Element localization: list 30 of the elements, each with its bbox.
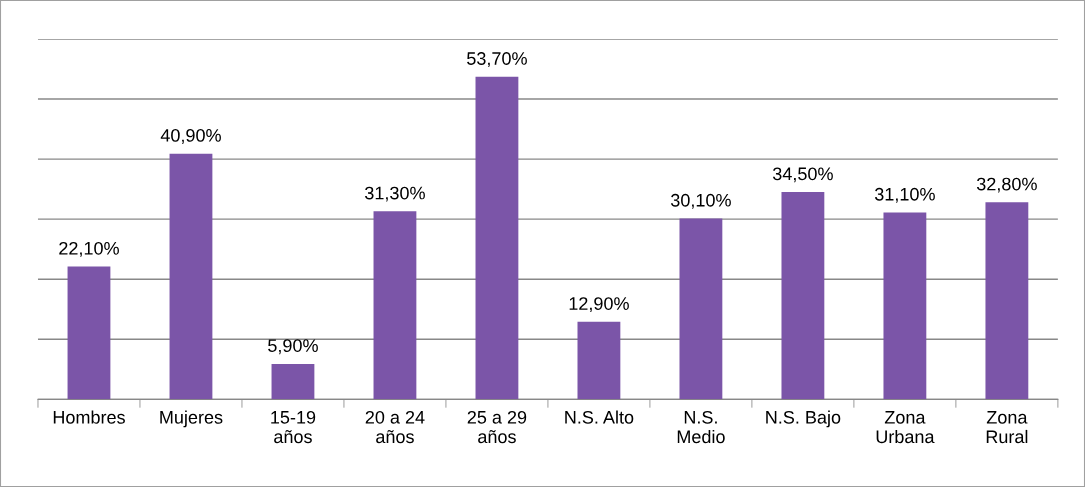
x-tick-label: N.S. Bajo	[766, 410, 841, 428]
data-label: 31,10%	[874, 187, 935, 203]
x-tick-label: Zona Urbana	[876, 411, 935, 444]
data-label: 22,10%	[59, 241, 119, 257]
bar	[373, 211, 417, 400]
x-tick-label: 25 a 29 años	[467, 410, 527, 444]
bar	[883, 212, 927, 400]
bar	[475, 76, 519, 400]
data-label: 30,10%	[670, 193, 731, 209]
x-tick-label: 20 a 24 años	[365, 410, 425, 444]
bar	[577, 321, 621, 400]
x-tick-label: Mujeres	[160, 410, 223, 428]
x-tick-label: Hombres	[53, 410, 125, 424]
bar	[67, 266, 111, 400]
x-tick-label: N.S. Medio	[677, 410, 725, 444]
bar	[169, 153, 213, 400]
data-label: 12,90%	[569, 297, 629, 313]
bar	[985, 202, 1029, 400]
data-label: 34,50%	[772, 167, 833, 183]
data-label: 53,70%	[467, 52, 527, 68]
data-label: 40,90%	[160, 128, 221, 144]
data-label: 32,80%	[976, 177, 1037, 193]
data-label: 31,30%	[365, 186, 425, 202]
data-label: 5,90%	[268, 339, 318, 355]
bar	[271, 363, 315, 400]
bar	[679, 218, 723, 400]
x-tick-label: 15-19 años	[271, 410, 316, 444]
bar	[781, 192, 825, 400]
x-tick-label: Zona Rural	[986, 411, 1028, 444]
x-tick-label: N.S. Alto	[565, 410, 634, 424]
